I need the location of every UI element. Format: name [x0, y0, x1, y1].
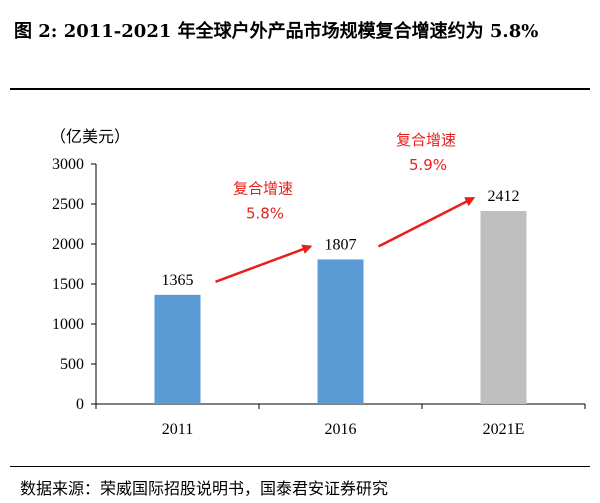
bars [154, 211, 527, 404]
x-tick-label: 2016 [325, 421, 357, 438]
y-tick-label: 500 [60, 356, 84, 373]
data-label: 1365 [162, 272, 194, 289]
data-label: 2412 [488, 188, 520, 205]
y-tick-label: 1500 [52, 276, 84, 293]
data-labels: 1365 1807 2412 [162, 188, 520, 289]
axes: 0 500 1000 1500 2000 2500 3000 2011 2016 2021E [52, 156, 586, 438]
cagr-value: 5.9% [409, 156, 447, 174]
title-divider [10, 88, 590, 90]
y-tick-label: 2000 [52, 236, 84, 253]
cagr-label: 复合增速 [396, 131, 456, 149]
data-label: 1807 [325, 236, 357, 253]
source-divider [10, 466, 590, 467]
y-tick-label: 0 [76, 396, 84, 413]
cagr-arrow [377, 196, 476, 248]
source-note: 数据来源：荣威国际招股说明书，国泰君安证券研究 [20, 479, 389, 498]
bar [154, 294, 201, 404]
x-tick-label: 2011 [162, 421, 193, 438]
cagr-arrow [215, 244, 313, 283]
cagr-value: 5.8% [246, 204, 284, 222]
chart-title: 图 2: 2011-2021 年全球户外产品市场规模复合增速约为 5.8% [14, 21, 539, 42]
cagr-annotations: 复合增速 5.8% 复合增速 5.9% [215, 131, 476, 283]
x-tick-label: 2021E [483, 421, 525, 438]
cagr-label: 复合增速 [233, 179, 293, 197]
bar [317, 259, 364, 404]
y-tick-label: 3000 [52, 156, 84, 173]
y-axis-unit-label: （亿美元） [50, 127, 130, 146]
bar [480, 211, 527, 404]
y-tick-label: 1000 [52, 316, 84, 333]
y-tick-label: 2500 [52, 196, 84, 213]
